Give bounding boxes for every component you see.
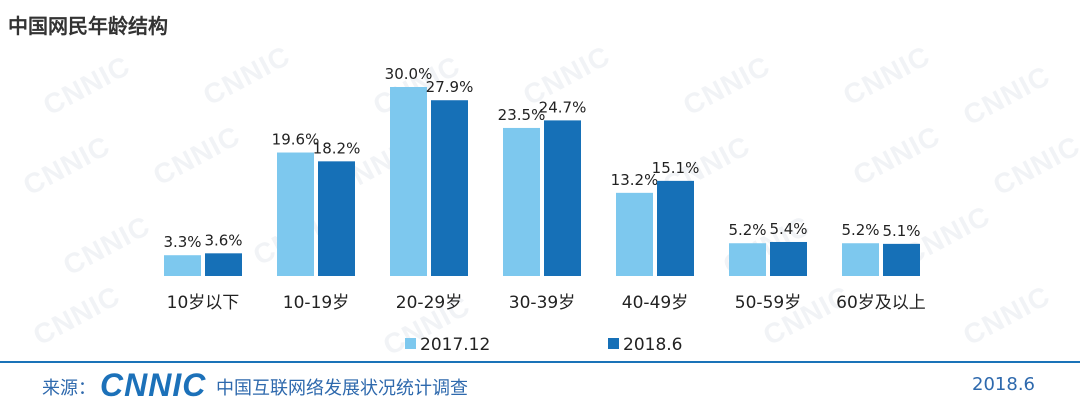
- data-label: 30.0%: [385, 65, 433, 83]
- bar: [431, 100, 468, 276]
- bar: [318, 161, 355, 276]
- data-label: 19.6%: [272, 131, 320, 149]
- data-label: 15.1%: [652, 159, 700, 177]
- bar: [205, 253, 242, 276]
- report-date: 2018.6: [972, 374, 1035, 395]
- bar: [729, 243, 766, 276]
- bar: [164, 255, 201, 276]
- bar: [883, 243, 920, 276]
- report-name: 中国互联网络发展状况统计调查: [216, 378, 468, 399]
- cnnic-logo: CNNIC: [100, 367, 207, 403]
- data-label: 5.4%: [769, 220, 807, 238]
- data-label: 13.2%: [611, 171, 659, 189]
- footer-divider: [0, 361, 1080, 363]
- bar: [390, 87, 427, 276]
- bar: [657, 180, 694, 276]
- legend-swatch: [405, 338, 416, 349]
- category-label: 10-19岁: [283, 293, 349, 313]
- data-label: 27.9%: [426, 78, 474, 96]
- data-label: 5.1%: [882, 222, 920, 240]
- data-label: 5.2%: [728, 221, 766, 239]
- bar: [544, 120, 581, 276]
- data-label: 18.2%: [313, 139, 361, 157]
- data-label: 5.2%: [841, 221, 879, 239]
- data-label: 3.3%: [163, 233, 201, 251]
- legend-label: 2017.12: [420, 335, 490, 355]
- category-label: 20-29岁: [396, 293, 462, 313]
- bar: [616, 192, 653, 276]
- bar-chart: 3.3% 3.6% 10岁以下 19.6%18.2% 10-19岁 30.0%27.9% 2…: [163, 65, 926, 355]
- source-label: 来源：: [42, 378, 96, 399]
- category-label: 60岁及以上: [836, 293, 926, 313]
- category-label: 40-49岁: [622, 293, 688, 313]
- legend-label: 2018.6: [623, 335, 682, 355]
- category-label: 50-59岁: [735, 293, 801, 313]
- category-label: 30-39岁: [509, 293, 575, 313]
- bar: [842, 243, 879, 276]
- bar: [503, 127, 540, 276]
- legend-swatch: [608, 338, 619, 349]
- footer: 来源： CNNIC 中国互联网络发展状况统计调查 2018.6: [0, 363, 1080, 407]
- data-label: 3.6%: [204, 231, 242, 249]
- data-label: 24.7%: [539, 98, 587, 116]
- category-label: 10岁以下: [167, 293, 240, 313]
- bar: [277, 152, 314, 276]
- chart-title: 中国网民年龄结构: [8, 14, 168, 38]
- data-label: 23.5%: [498, 106, 546, 124]
- bar: [770, 241, 807, 276]
